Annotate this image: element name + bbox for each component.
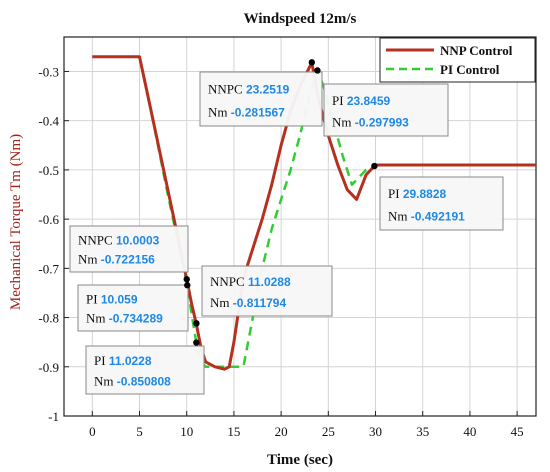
y-tick-label: -0.3	[38, 64, 59, 79]
datatip-series-label: NNPC	[210, 274, 248, 289]
datatip-series-label: PI	[332, 93, 347, 108]
datatip-marker	[308, 59, 316, 66]
datatip-series-label: NNPC	[78, 232, 116, 247]
datatip-line2: Nm -0.492191	[388, 208, 465, 223]
x-axis-label: Time (sec)	[267, 452, 333, 468]
datatip-torque-value: -0.850808	[117, 374, 171, 388]
datatip-box	[201, 265, 333, 317]
y-tick-label: -0.8	[38, 311, 59, 326]
datatip-marker	[371, 162, 378, 170]
datatip-line2: Nm -0.281567	[208, 104, 285, 119]
datatip-unit-label: Nm	[388, 208, 411, 223]
datatip: PI 23.8459 Nm -0.297993	[314, 67, 449, 137]
datatip-marker	[183, 276, 190, 283]
datatip-line1: PI 10.059	[86, 291, 138, 306]
datatip-box	[323, 83, 449, 137]
x-tick-label: 45	[511, 424, 524, 439]
datatip-series-label: PI	[86, 291, 101, 306]
datatip-time-value: 23.8459	[347, 94, 391, 108]
datatip-line1: PI 11.0228	[94, 353, 152, 368]
y-tick-label: -0.9	[38, 360, 59, 375]
legend-label-pi: PI Control	[440, 62, 500, 77]
datatip-line2: Nm -0.811794	[210, 295, 286, 310]
datatip-time-value: 10.059	[101, 292, 138, 306]
datatip-box	[69, 225, 189, 273]
plot-frame	[63, 36, 537, 417]
chart-title: Windspeed 12m/s	[244, 11, 357, 27]
datatip: PI 10.059 Nm -0.734289	[77, 282, 191, 332]
x-tick-label: 0	[89, 424, 96, 439]
datatip-series-label: NNPC	[208, 82, 246, 97]
x-tick-label: 15	[227, 424, 240, 439]
y-tick-label: -1	[48, 409, 59, 424]
datatip-marker	[193, 320, 200, 327]
datatip-time-value: 10.0003	[116, 233, 160, 247]
datatip: PI 29.8828 Nm -0.492191	[371, 162, 504, 231]
datatip-time-value: 23.2519	[246, 83, 290, 97]
datatip-torque-value: -0.734289	[109, 312, 163, 326]
datatip-marker	[184, 282, 191, 289]
datatip-line1: PI 23.8459	[332, 93, 391, 108]
datatip-torque-value: -0.297993	[355, 116, 409, 130]
legend-label-nnp: NNP Control	[440, 43, 513, 58]
datatip-box	[85, 345, 205, 395]
y-tick-label: -0.6	[38, 212, 59, 227]
x-tick-label: 10	[180, 424, 193, 439]
datatip-line1: NNPC 10.0003	[78, 232, 160, 247]
datatip-unit-label: Nm	[94, 373, 117, 388]
datatip-box	[379, 176, 504, 231]
datatip-time-value: 29.8828	[403, 187, 447, 201]
axis-ticks: 0 5 10 15 20 25 30 35 40 45 -1 -0.9 -0.8 -0.7 -0.6 -0.5…	[38, 64, 523, 439]
datatip: PI 11.0228 Nm -0.850808	[85, 339, 205, 395]
y-tick-label: -0.4	[38, 114, 59, 129]
datatip-unit-label: Nm	[208, 104, 231, 119]
datatip-torque-value: -0.281567	[231, 105, 285, 119]
datatip-line2: Nm -0.734289	[86, 311, 163, 326]
datatip-line2: Nm -0.297993	[332, 115, 409, 130]
datatip-line1: PI 29.8828	[388, 186, 447, 201]
datatip-line1: NNPC 23.2519	[208, 82, 290, 97]
datatip-unit-label: Nm	[78, 252, 101, 267]
datatip-line2: Nm -0.850808	[94, 373, 171, 388]
datatip-torque-value: -0.492191	[411, 209, 465, 223]
datatip-torque-value: -0.811794	[233, 296, 287, 310]
datatip-unit-label: Nm	[332, 115, 355, 130]
x-tick-label: 40	[463, 424, 476, 439]
x-tick-label: 5	[136, 424, 143, 439]
datatip: NNPC 10.0003 Nm -0.722156	[69, 225, 190, 283]
datatip-torque-value: -0.722156	[101, 253, 155, 267]
datatip-marker	[314, 67, 321, 74]
datatip-box	[77, 284, 189, 332]
x-tick-label: 20	[275, 424, 288, 439]
datatip-time-value: 11.0288	[248, 275, 291, 289]
y-tick-label: -0.5	[38, 163, 59, 178]
x-tick-label: 35	[416, 424, 429, 439]
legend-box	[379, 37, 536, 83]
y-tick-label: -0.7	[38, 261, 59, 276]
nnp-control-line	[92, 55, 536, 371]
datatip-line1: NNPC 11.0288	[210, 274, 291, 289]
datatips: NNPC 10.0003 Nm -0.722156 PI 10.059 Nm -0.7…	[69, 59, 504, 395]
datatip-line2: Nm -0.722156	[78, 252, 155, 267]
datatip: NNPC 11.0288 Nm -0.811794	[193, 265, 333, 327]
datatip-unit-label: Nm	[210, 295, 233, 310]
datatip: NNPC 23.2519 Nm -0.281567	[199, 59, 323, 127]
datatip-series-label: PI	[388, 186, 403, 201]
x-tick-label: 25	[322, 424, 335, 439]
datatip-series-label: PI	[94, 353, 109, 368]
y-axis-label: Mechanical Torque Tm (Nm)	[8, 134, 24, 310]
datatip-time-value: 11.0228	[109, 354, 152, 368]
datatip-box	[199, 71, 323, 127]
legend: NNP Control PI Control	[379, 37, 536, 83]
x-tick-label: 30	[369, 424, 382, 439]
datatip-marker	[193, 339, 200, 346]
datatip-unit-label: Nm	[86, 311, 109, 326]
